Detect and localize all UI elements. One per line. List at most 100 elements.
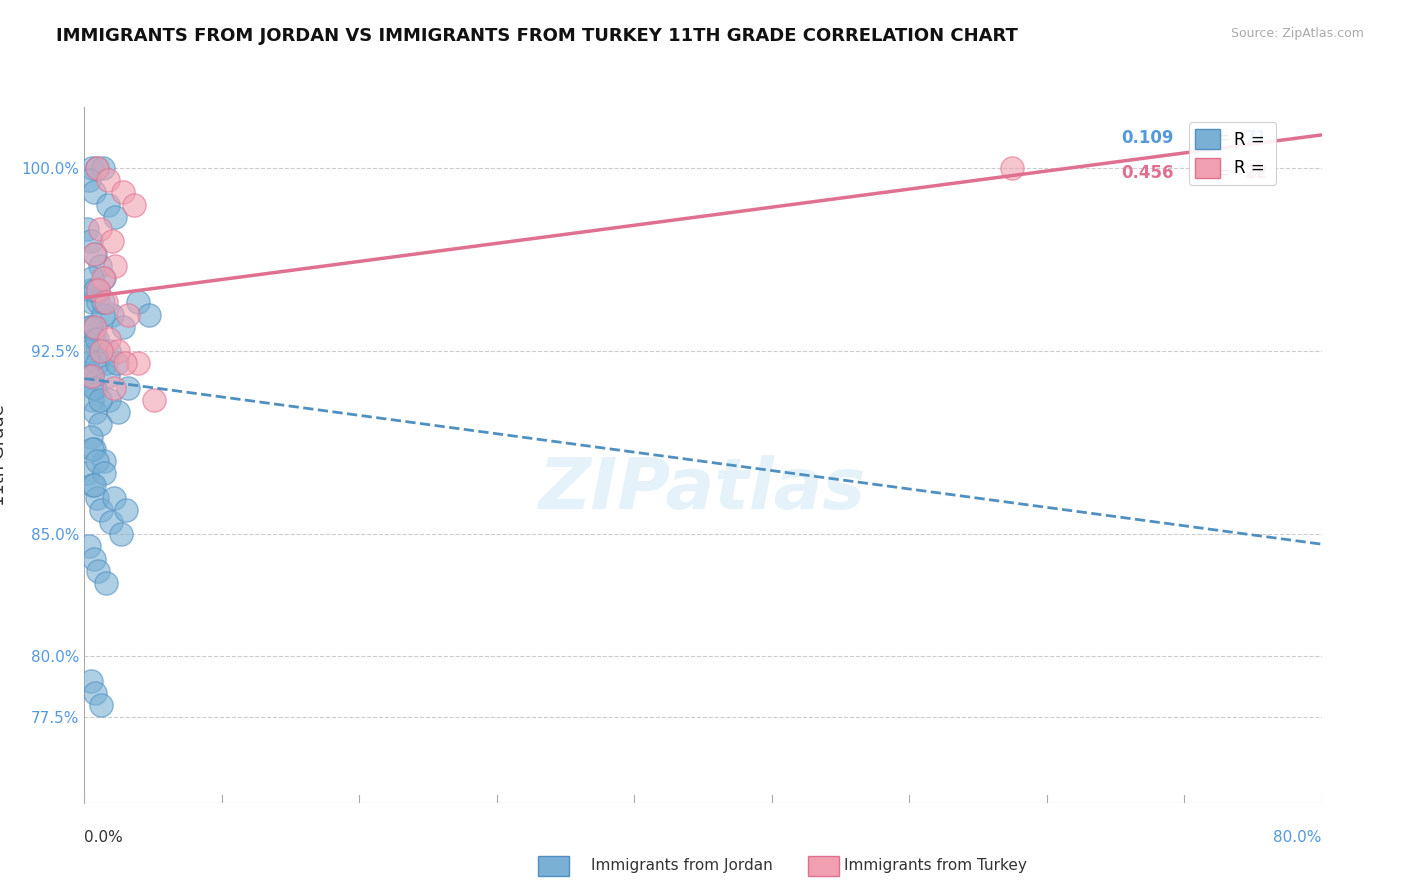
Point [82, 478, 104, 492]
Point [94, 295, 117, 310]
Point [87, 564, 110, 578]
Text: Immigrants from Turkey: Immigrants from Turkey [844, 858, 1026, 872]
Point [83, 478, 105, 492]
Point [89, 417, 111, 432]
Point [98, 392, 121, 407]
Point [104, 210, 127, 224]
Point [127, 295, 149, 310]
Point [86, 356, 108, 370]
Text: IMMIGRANTS FROM JORDAN VS IMMIGRANTS FROM TURKEY 11TH GRADE CORRELATION CHART: IMMIGRANTS FROM JORDAN VS IMMIGRANTS FRO… [56, 27, 1018, 45]
Point [79, 235, 101, 249]
Text: ZIPatlas: ZIPatlas [540, 455, 866, 524]
Legend: R = , R = : R = , R = [1188, 122, 1277, 185]
Point [98, 344, 121, 359]
Text: 0.0%: 0.0% [84, 830, 124, 845]
Point [87, 283, 110, 297]
Point [87, 283, 110, 297]
Point [86, 344, 108, 359]
Point [83, 319, 105, 334]
Point [82, 442, 104, 456]
Point [84, 283, 107, 297]
Point [112, 186, 135, 200]
Point [90, 503, 112, 517]
Text: N =: N = [1198, 164, 1234, 182]
Text: Source: ZipAtlas.com: Source: ZipAtlas.com [1230, 27, 1364, 40]
Point [107, 344, 129, 359]
Point [83, 332, 105, 346]
Point [138, 308, 160, 322]
Point [77, 368, 100, 383]
Point [77, 344, 100, 359]
Point [82, 368, 104, 383]
Point [89, 392, 111, 407]
Point [93, 454, 115, 468]
Point [105, 356, 128, 370]
Point [79, 319, 101, 334]
Point [84, 686, 107, 700]
Point [122, 197, 145, 211]
Point [91, 271, 114, 285]
Point [104, 259, 127, 273]
Text: 0.109: 0.109 [1121, 129, 1174, 147]
Point [101, 308, 124, 322]
Point [117, 381, 139, 395]
Point [84, 319, 107, 334]
Point [89, 222, 111, 236]
Point [107, 405, 129, 419]
Point [98, 332, 121, 346]
Point [86, 332, 108, 346]
Point [110, 527, 132, 541]
Point [76, 356, 98, 370]
Point [77, 319, 100, 334]
Point [77, 173, 100, 187]
Point [83, 186, 105, 200]
Point [91, 308, 114, 322]
Point [101, 235, 124, 249]
Point [82, 392, 104, 407]
Point [89, 259, 111, 273]
Point [127, 356, 149, 370]
Point [79, 673, 101, 688]
Point [79, 283, 101, 297]
Text: N =: N = [1198, 129, 1234, 147]
Point [115, 503, 138, 517]
Point [94, 356, 117, 370]
Y-axis label: 11th Grade: 11th Grade [0, 404, 7, 506]
Point [76, 222, 98, 236]
Point [86, 161, 108, 175]
Point [117, 308, 139, 322]
Point [83, 246, 105, 260]
Point [90, 344, 112, 359]
Point [103, 491, 125, 505]
Text: 22: 22 [1244, 164, 1268, 182]
Point [79, 429, 101, 443]
Point [143, 392, 166, 407]
Point [77, 540, 100, 554]
Point [112, 319, 135, 334]
Text: 71: 71 [1244, 129, 1268, 147]
Point [84, 246, 107, 260]
Point [90, 344, 112, 359]
Point [96, 368, 118, 383]
Text: 0.456: 0.456 [1121, 164, 1174, 182]
Point [87, 295, 110, 310]
Point [96, 173, 118, 187]
Point [83, 551, 105, 566]
Point [76, 467, 98, 481]
Point [86, 161, 108, 175]
Point [91, 295, 114, 310]
Point [82, 161, 104, 175]
Point [83, 381, 105, 395]
Point [84, 405, 107, 419]
Point [103, 381, 125, 395]
Point [93, 467, 115, 481]
Point [94, 576, 117, 591]
Point [91, 161, 114, 175]
Point [100, 515, 122, 529]
Point [86, 454, 108, 468]
Point [90, 698, 112, 713]
Point [82, 271, 104, 285]
Point [1001, 161, 1024, 175]
Point [82, 295, 104, 310]
Point [96, 197, 118, 211]
